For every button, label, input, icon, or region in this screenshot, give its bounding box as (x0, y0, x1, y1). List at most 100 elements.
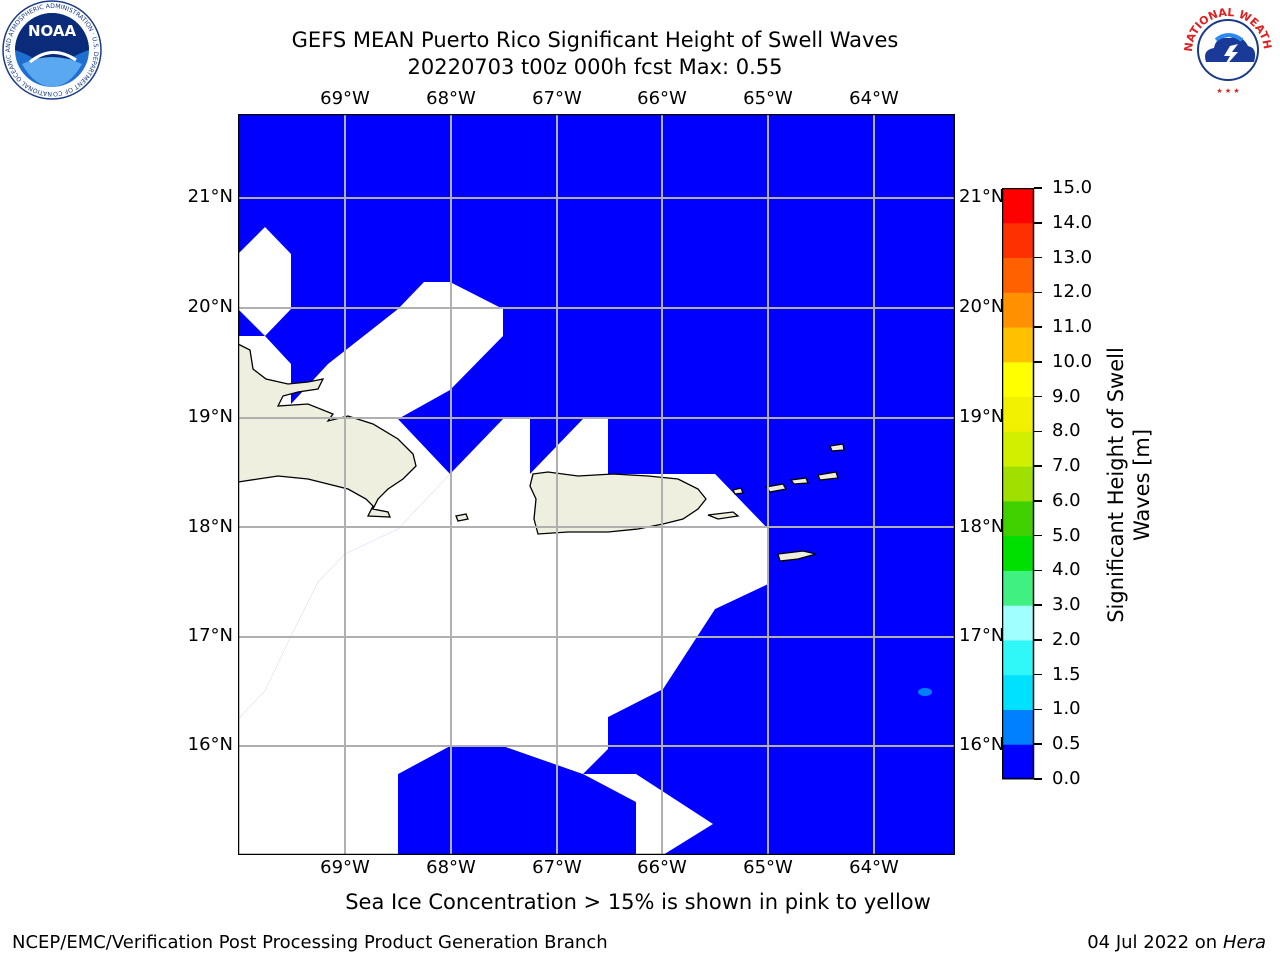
colorbar-tick-label: 13.0 (1052, 246, 1093, 268)
colorbar-segment (1002, 257, 1034, 293)
colorbar-tick-mark (1034, 673, 1042, 676)
colorbar-tick-mark (1034, 500, 1042, 502)
lat-tick-right: 19°N (959, 406, 1005, 427)
lat-tick-left: 20°N (187, 296, 233, 317)
colorbar-tick-label: 5.0 (1052, 524, 1081, 546)
colorbar-tick-mark (1034, 395, 1042, 398)
sea-ice-note: Sea Ice Concentration > 15% is shown in … (345, 890, 931, 914)
colorbar-segment (1002, 744, 1034, 780)
lon-tick-bottom: 69°W (320, 857, 370, 878)
footer-host: Hera (1222, 932, 1266, 953)
lon-tick-bottom: 68°W (426, 857, 476, 878)
lon-tick-bottom: 65°W (743, 857, 793, 878)
colorbar-title-line2: Waves [m] (1130, 428, 1154, 542)
map-title-line1: GEFS MEAN Puerto Rico Significant Height… (291, 28, 899, 52)
lat-tick-right: 17°N (959, 625, 1005, 646)
lon-tick-top: 64°W (849, 88, 899, 109)
colorbar-tick-label: 11.0 (1052, 316, 1093, 338)
noaa-logo: NATIONAL OCEANIC AND ATMOSPHERIC ADMINIS… (0, 0, 102, 100)
colorbar-segment (1002, 222, 1034, 259)
lat-tick-left: 21°N (187, 186, 233, 207)
lon-tick-top: 67°W (532, 88, 582, 109)
colorbar-segment (1002, 188, 1034, 224)
colorbar-segment (1002, 605, 1034, 641)
footer-branch: NCEP/EMC/Verification Post Processing Pr… (12, 932, 608, 953)
colorbar-segment (1002, 709, 1034, 745)
colorbar-tick-label: 3.0 (1052, 594, 1081, 616)
colorbar-tick-label: 1.0 (1052, 698, 1081, 720)
colorbar-tick-mark (1034, 326, 1042, 328)
lat-tick-right: 18°N (959, 516, 1005, 537)
colorbar-segment (1002, 639, 1034, 676)
lat-tick-right: 21°N (959, 186, 1005, 207)
colorbar-tick-mark (1034, 534, 1042, 537)
graticule-grid (238, 114, 955, 855)
colorbar-segment (1002, 327, 1034, 363)
colorbar-tick-label: 6.0 (1052, 489, 1081, 511)
nws-logo: NATIONAL WEATHER SERVICE ★ ★ ★ (1176, 0, 1275, 97)
colorbar-segment (1002, 535, 1034, 571)
colorbar-segment (1002, 570, 1034, 606)
lat-tick-right: 16°N (959, 734, 1005, 755)
lat-tick-left: 19°N (187, 406, 233, 427)
colorbar-tick-mark (1034, 361, 1042, 363)
colorbar-segment (1002, 292, 1034, 328)
lat-tick-left: 16°N (187, 734, 233, 755)
lon-tick-top: 66°W (637, 88, 687, 109)
colorbar-segment (1002, 674, 1034, 710)
colorbar-tick-label: 15.0 (1052, 177, 1093, 198)
noaa-logo-text: NOAA (28, 22, 77, 40)
colorbar-segment (1002, 431, 1034, 467)
st-croix-land (777, 550, 817, 562)
svg-text:★ ★ ★: ★ ★ ★ (1216, 87, 1239, 95)
footer-date: 04 Jul 2022 on Hera (1087, 932, 1266, 953)
colorbar-tick-mark (1034, 187, 1042, 189)
lat-tick-right: 20°N (959, 296, 1005, 317)
colorbar-tick-mark (1034, 778, 1042, 780)
lon-tick-bottom: 64°W (849, 857, 899, 878)
colorbar-tick-mark (1034, 291, 1042, 294)
colorbar-tick-mark (1034, 256, 1042, 259)
colorbar-segment (1002, 396, 1034, 432)
hispaniola-land (238, 343, 417, 518)
colorbar-segment (1002, 361, 1034, 398)
map-title-line2: 20220703 t00z 000h fcst Max: 0.55 (407, 55, 783, 79)
lon-tick-top: 65°W (743, 88, 793, 109)
colorbar-tick-label: 0.0 (1052, 768, 1081, 789)
colorbar-tick-label: 10.0 (1052, 350, 1093, 372)
colorbar-tick-mark (1034, 743, 1042, 745)
lat-tick-left: 18°N (187, 516, 233, 537)
colorbar-tick-mark (1034, 604, 1042, 606)
colorbar-tick-label: 4.0 (1052, 559, 1081, 581)
lon-tick-top: 69°W (320, 88, 370, 109)
colorbar-tick-mark (1034, 465, 1042, 467)
vieques-land (707, 511, 740, 520)
colorbar-title: Significant Height of Swell Waves [m] (1103, 347, 1155, 623)
colorbar-tick-label: 1.5 (1052, 663, 1081, 685)
colorbar-tick-mark (1034, 222, 1042, 224)
lon-tick-bottom: 66°W (637, 857, 687, 878)
colorbar-tick-label: 7.0 (1052, 455, 1081, 477)
mona-island-land (455, 513, 469, 522)
map-frame (238, 114, 955, 855)
lat-tick-left: 17°N (187, 625, 233, 646)
colorbar-tick-label: 14.0 (1052, 211, 1093, 233)
colorbar-tick-label: 12.0 (1052, 281, 1093, 303)
colorbar-title-line1: Significant Height of Swell (1104, 347, 1128, 623)
lon-tick-top: 68°W (426, 88, 476, 109)
colorbar-tick-label: 0.5 (1052, 733, 1081, 755)
colorbar-tick-mark (1034, 569, 1042, 572)
colorbar-tick-label: 2.0 (1052, 628, 1081, 650)
colorbar-segment (1002, 500, 1034, 537)
footer-date-text: 04 Jul 2022 on (1087, 932, 1223, 953)
colorbar-tick-label: 9.0 (1052, 385, 1081, 407)
colorbar-tick-mark (1034, 708, 1042, 711)
colorbar-tick-mark (1034, 430, 1042, 433)
colorbar (1002, 188, 1035, 780)
colorbar-tick-mark (1034, 639, 1042, 641)
lon-tick-bottom: 67°W (532, 857, 582, 878)
colorbar-segment (1002, 466, 1034, 502)
swell-patch (918, 688, 932, 696)
swell-height-map (238, 114, 955, 855)
colorbar-tick-label: 8.0 (1052, 420, 1081, 442)
